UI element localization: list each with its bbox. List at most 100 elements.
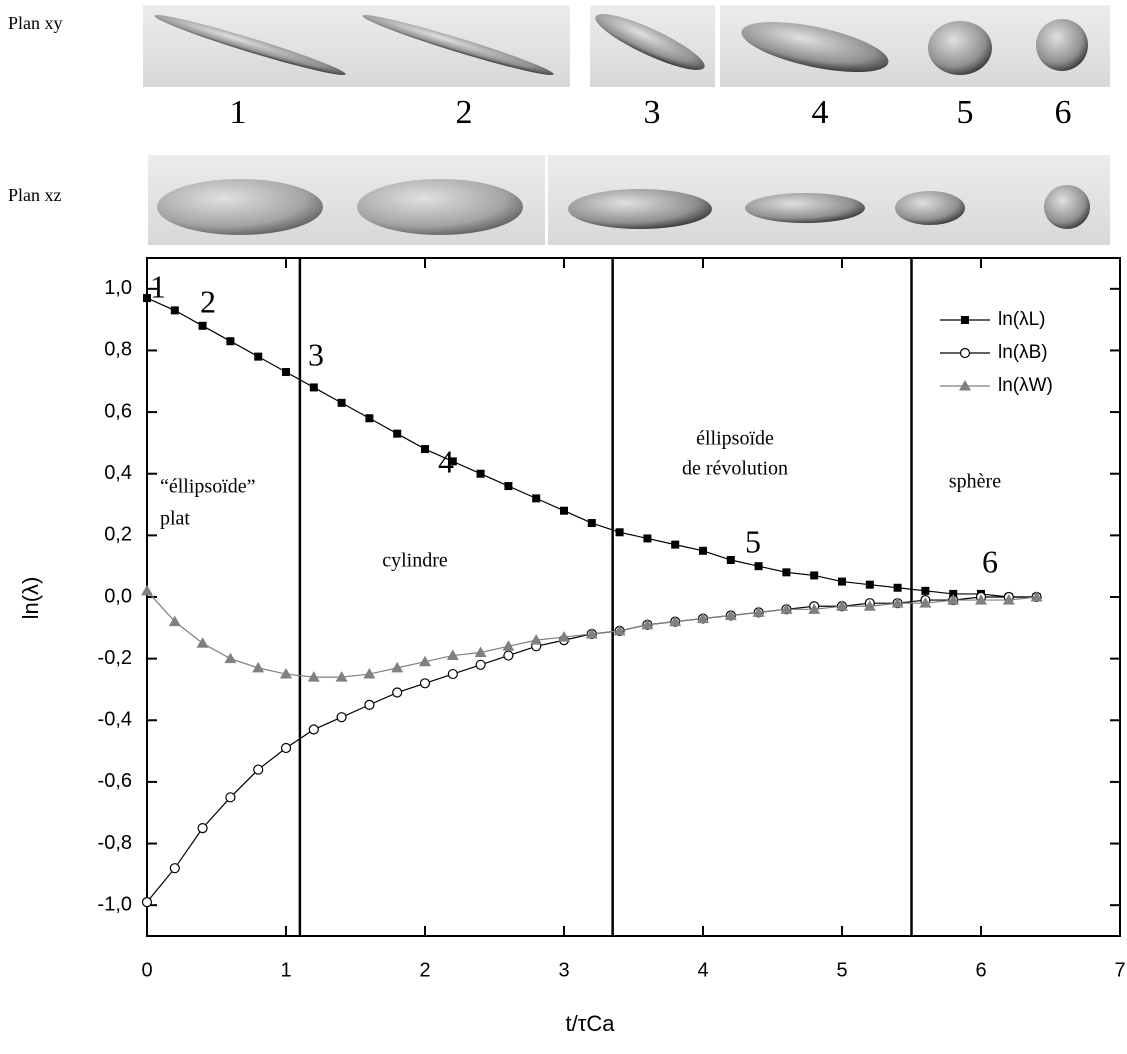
marker [253,764,264,775]
marker [475,659,486,670]
marker [252,661,265,673]
y-tick-label: 0,0 [104,585,132,607]
y-tick-label: -0,2 [98,647,132,669]
marker [669,615,682,627]
marker [308,724,319,735]
y-tick-label: 0,4 [104,462,132,484]
marker [280,742,292,754]
legend-label: ln(λL) [998,309,1046,330]
marker [697,612,709,624]
marker [503,650,514,661]
x-tick-label: 2 [419,959,430,981]
photo-number: 2 [456,94,473,131]
region-label: éllipsoïde [696,428,774,450]
marker [782,568,791,577]
marker [447,668,458,680]
marker [169,863,180,874]
marker [808,603,821,614]
marker [891,597,904,608]
x-tick-label: 3 [558,959,569,981]
photo-number: 4 [812,94,829,131]
marker [141,584,153,596]
point-label: 4 [438,443,454,479]
series-line [146,297,1037,598]
marker [335,671,348,682]
marker [585,627,598,639]
marker [474,646,487,657]
marker [365,414,374,423]
marker [838,577,846,586]
marker [615,528,624,537]
marker [226,337,235,346]
marker [699,546,707,555]
point-label: 6 [982,543,998,579]
photo-number: 1 [230,94,247,131]
photo-number: 5 [957,94,974,131]
x-tick-label: 1 [280,959,291,981]
marker [671,540,680,549]
y-tick-label: -0,6 [98,770,132,792]
marker [254,352,263,361]
marker [641,618,654,630]
y-tick-label: -1,0 [98,893,132,915]
marker [560,506,568,515]
marker [198,321,207,330]
series-line [146,596,1037,903]
x-tick-label: 4 [697,959,708,981]
marker [504,482,513,491]
marker [141,896,153,908]
photo-strip-xy [143,5,1110,87]
photo-number: 6 [1055,94,1072,131]
region-label: “éllipsoïde” [160,476,256,498]
y-tick-label: -0,4 [98,709,132,731]
plot-frame [146,257,1121,937]
marker [307,671,320,682]
y-tick-label: -0,8 [98,832,132,854]
marker [309,383,318,392]
photo-strip-xz [148,155,1110,245]
marker [558,631,570,642]
y-tick-label: 0,2 [104,524,132,546]
marker [921,586,930,595]
marker [337,398,346,407]
point-label: 3 [308,336,324,372]
marker [502,640,515,651]
marker [391,661,404,673]
marker [613,624,626,636]
marker [810,571,819,580]
legend-marker [961,316,969,324]
marker [170,306,179,315]
marker [919,597,932,608]
marker [282,368,290,377]
marker [446,649,459,661]
marker [752,606,765,617]
marker [947,594,960,605]
marker [196,637,209,648]
marker [863,600,876,611]
marker [587,519,596,528]
marker [975,594,987,605]
marker [448,457,457,466]
marker [363,668,376,679]
y-tick-label: 1,0 [104,277,132,299]
y-axis-label: ln(λ) [18,577,43,620]
marker [865,580,874,589]
row-label: Plan xy [8,13,63,33]
x-tick-label: 6 [975,959,986,981]
legend-label: ln(λW) [998,375,1053,396]
marker [1030,591,1043,602]
marker [780,603,793,614]
region-label: sphère [949,471,1001,493]
marker [893,583,902,592]
marker [225,792,236,803]
marker [754,562,763,571]
marker [364,699,375,710]
point-label: 2 [200,283,216,319]
marker [224,652,237,664]
x-tick-label: 7 [1114,959,1125,981]
row-label: Plan xz [8,185,62,205]
marker [280,668,292,679]
x-tick-label: 0 [141,959,152,981]
marker [836,600,848,611]
